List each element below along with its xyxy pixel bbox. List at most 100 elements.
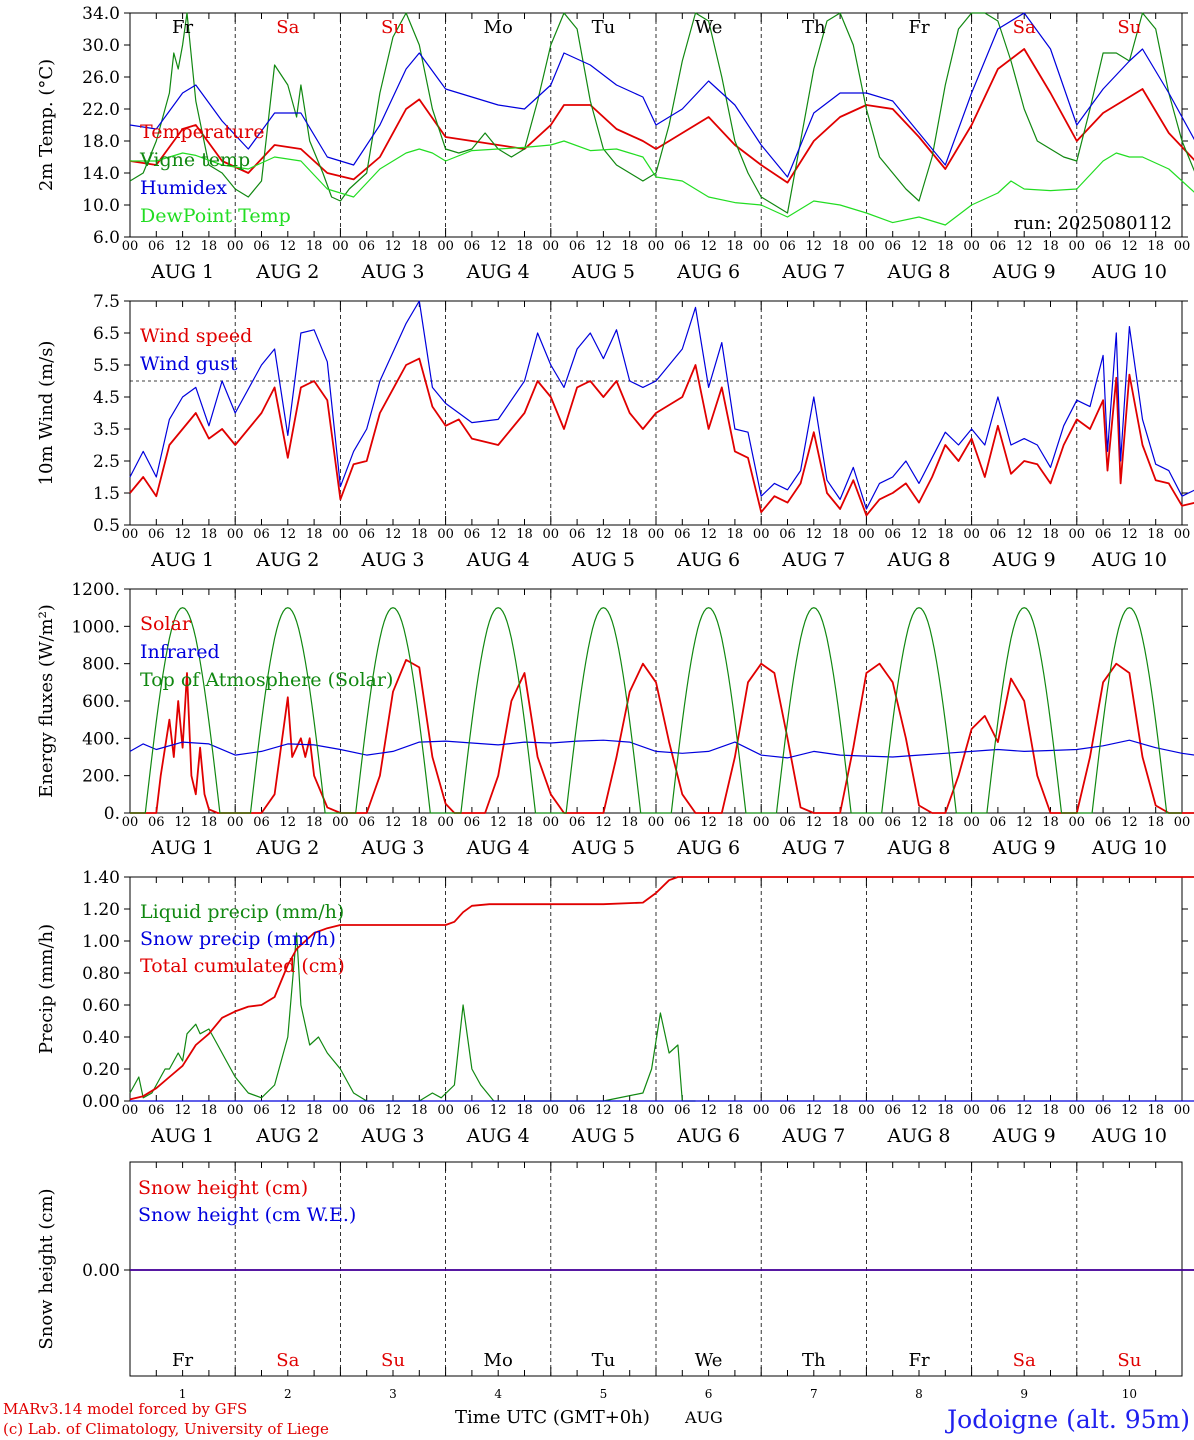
hour-label: 18 [621, 1103, 638, 1118]
hour-label: 00 [437, 239, 454, 254]
location-title: Jodoigne (alt. 95m) [944, 1405, 1190, 1434]
hour-label: 12 [174, 527, 191, 542]
legend-entry: Infrared [140, 641, 220, 663]
day-abbr: Mo [484, 17, 513, 38]
hour-label: 00 [332, 239, 349, 254]
legend-entry: Wind gust [140, 353, 238, 375]
hour-label: 12 [280, 1103, 297, 1118]
series-line [129, 300, 1194, 510]
legend-entry: Snow height (cm W.E.) [138, 1204, 356, 1226]
day-abbr: Su [381, 1350, 405, 1371]
panel-temp: 6.0 10.0 14.0 18.0 22.0 26.0 30.0 34.0 2m Temp. … [36, 4, 1194, 283]
legend-entry: Total cumulated (cm) [140, 955, 345, 977]
y-tick-label: 34.0 [82, 4, 120, 24]
hour-label: 06 [674, 815, 691, 830]
hour-label: 06 [358, 815, 375, 830]
date-label: AUG 2 [255, 549, 319, 571]
hour-label: 18 [621, 815, 638, 830]
hour-label: 12 [911, 527, 928, 542]
y-tick-label: 800. [82, 655, 120, 675]
hour-label: 12 [1016, 527, 1033, 542]
hour-label: 12 [490, 815, 507, 830]
day-abbr: Su [1117, 17, 1141, 38]
date-label: AUG 3 [360, 549, 424, 571]
hour-label: 18 [621, 527, 638, 542]
panels: 6.0 10.0 14.0 18.0 22.0 26.0 30.0 34.0 2m Temp. … [36, 4, 1194, 1401]
day-abbr: Su [381, 17, 405, 38]
hour-label: 00 [543, 527, 560, 542]
legend-entry: Solar [140, 613, 192, 635]
hour-label: 12 [595, 1103, 612, 1118]
hour-label: 12 [1121, 1103, 1138, 1118]
date-label: AUG 6 [676, 549, 740, 571]
y-tick-label: 7.5 [93, 292, 120, 312]
series-line [129, 12, 1194, 214]
y-tick-label: 0.20 [82, 1060, 120, 1080]
hour-label: 06 [464, 527, 481, 542]
hour-label: 06 [148, 1103, 165, 1118]
y-axis-label: Precip (mm/h) [36, 924, 57, 1054]
hour-label: 12 [280, 815, 297, 830]
hour-label: 18 [516, 815, 533, 830]
y-tick-label: 10.0 [82, 196, 120, 216]
hour-label: 06 [148, 527, 165, 542]
hour-label: 00 [858, 527, 875, 542]
hour-label: 18 [832, 239, 849, 254]
hour-label: 18 [937, 527, 954, 542]
hour-label: 18 [1147, 1103, 1164, 1118]
hour-label: 18 [306, 1103, 323, 1118]
hour-label: 18 [1147, 239, 1164, 254]
day-abbr: We [695, 1350, 723, 1371]
hour-label: 00 [543, 1103, 560, 1118]
date-label: AUG 7 [781, 261, 845, 283]
y-tick-label: 2.5 [93, 452, 120, 472]
hour-label: 06 [990, 239, 1007, 254]
hour-label: 12 [911, 239, 928, 254]
hour-label: 00 [1174, 239, 1191, 254]
series-line [130, 607, 1182, 814]
y-tick-label: 4.5 [93, 388, 120, 408]
hour-label: 00 [1174, 527, 1191, 542]
y-axis-label: Energy fluxes (W/m²) [36, 604, 57, 798]
date-label: AUG 1 [150, 837, 214, 859]
hour-label: 06 [358, 527, 375, 542]
hour-label: 00 [753, 815, 770, 830]
hour-label: 06 [779, 239, 796, 254]
day-abbr: Sa [1013, 1350, 1036, 1371]
hour-label: 06 [358, 1103, 375, 1118]
series-line [130, 140, 1194, 226]
hour-label: 06 [148, 239, 165, 254]
footer: MARv3.14 model forced by GFS (c) Lab. of… [3, 1400, 1190, 1438]
hour-label: 12 [1121, 815, 1138, 830]
y-tick-label: 22.0 [82, 100, 120, 120]
date-label: AUG 1 [150, 1125, 214, 1147]
y-tick-label: 600. [82, 692, 120, 712]
day-abbr: Fr [908, 17, 929, 38]
date-label: AUG 3 [360, 1125, 424, 1147]
y-tick-label: 0.40 [82, 1028, 120, 1048]
date-number: 3 [389, 1387, 397, 1401]
hour-label: 12 [806, 1103, 823, 1118]
model-credit: MARv3.14 model forced by GFS [3, 1400, 247, 1418]
hour-label: 00 [122, 527, 139, 542]
hour-label: 06 [253, 239, 270, 254]
hour-label: 06 [674, 1103, 691, 1118]
series-line [129, 739, 1194, 759]
hour-label: 12 [700, 1103, 717, 1118]
hour-label: 06 [779, 527, 796, 542]
hour-label: 00 [963, 1103, 980, 1118]
date-number: 9 [1020, 1387, 1028, 1401]
hour-label: 18 [937, 815, 954, 830]
hour-label: 00 [1069, 815, 1086, 830]
hour-label: 00 [963, 815, 980, 830]
date-label: AUG 3 [360, 261, 424, 283]
hour-label: 06 [884, 815, 901, 830]
y-tick-label: 0.5 [93, 516, 120, 536]
hour-label: 12 [385, 239, 402, 254]
hour-label: 06 [464, 815, 481, 830]
date-label: AUG 4 [466, 1125, 530, 1147]
hour-label: 00 [437, 1103, 454, 1118]
y-tick-label: 5.5 [93, 356, 120, 376]
hour-label: 06 [990, 815, 1007, 830]
